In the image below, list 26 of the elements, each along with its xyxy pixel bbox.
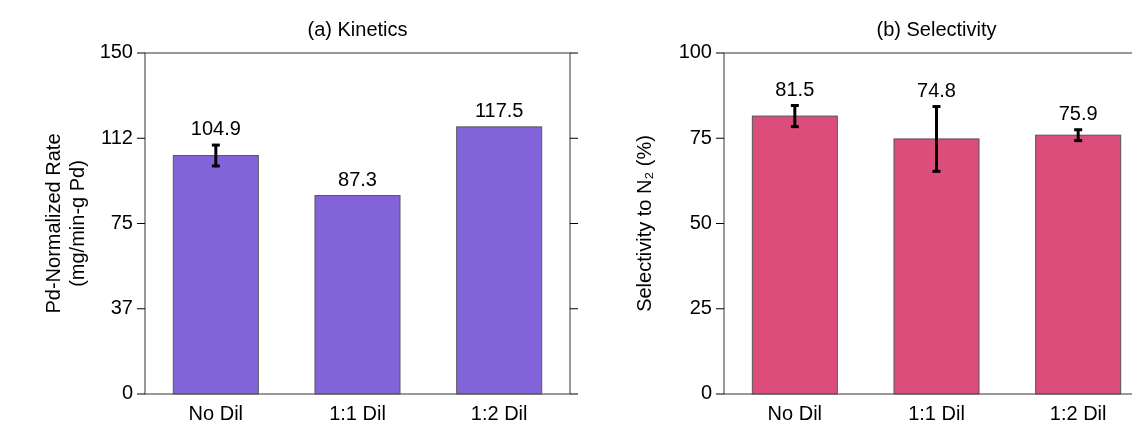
y-axis-title: Selectivity to N₂ (%) (633, 135, 656, 312)
y-tick-label: 75 (110, 210, 133, 233)
data-label: 81.5 (775, 77, 815, 100)
y-tick-label: 75 (689, 125, 712, 148)
chart-title: (b) Selectivity (876, 18, 997, 40)
x-tick-label: 1:2 Dil (1049, 402, 1107, 424)
y-tick-label: 37 (110, 296, 133, 319)
data-label: 87.3 (338, 167, 377, 190)
x-tick-label: No Dil (767, 402, 823, 424)
x-tick-label: 1:1 Dil (908, 402, 965, 424)
x-tick-label: 1:1 Dil (329, 402, 386, 424)
y-tick-label: 100 (678, 40, 712, 63)
y-tick-label: 150 (99, 40, 133, 63)
y-tick-label: 0 (700, 381, 712, 404)
y-axis-title: Pd-Normalized Rate (mg/min-g Pd) (42, 133, 89, 314)
chart-title: (a) Kinetics (307, 18, 408, 40)
y-tick-label: 25 (689, 296, 712, 319)
y-tick-label: 0 (121, 381, 133, 404)
data-label: 104.9 (190, 117, 241, 140)
y-tick-label: 112 (101, 125, 133, 148)
y-tick-label: 50 (689, 210, 712, 233)
x-tick-label: No Dil (188, 402, 244, 424)
data-label: 74.8 (917, 78, 956, 101)
data-label: 117.5 (474, 98, 524, 121)
data-label: 75.9 (1058, 101, 1098, 124)
x-tick-label: 1:2 Dil (470, 402, 528, 424)
